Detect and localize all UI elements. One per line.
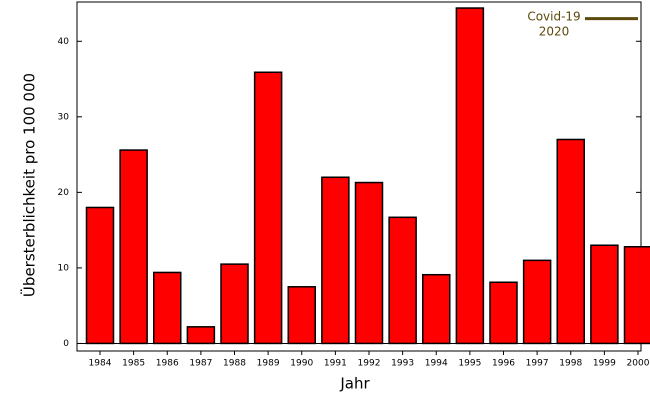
y-tick-label: 0: [63, 339, 69, 349]
x-tick-label: 1998: [559, 359, 582, 369]
bar: [422, 273, 451, 345]
bar: [556, 138, 585, 345]
bar: [220, 263, 249, 345]
bar: [85, 206, 115, 345]
y-tick-label: 10: [58, 263, 70, 273]
x-tick-label: 1999: [593, 359, 616, 369]
y-axis-title: Übersterblichkeit pro 100 000: [20, 73, 39, 297]
x-tick-label: 1989: [257, 359, 280, 369]
bar: [186, 326, 216, 345]
bar: [119, 149, 148, 345]
x-tick-label: 1995: [458, 359, 481, 369]
plot-frame: [76, 1, 642, 352]
x-tick-label: 2000: [627, 359, 650, 369]
x-tick-label: 1994: [425, 359, 448, 369]
bar: [388, 216, 417, 345]
reference-label: 2020: [539, 25, 570, 39]
x-tick-label: 1988: [223, 359, 246, 369]
reference-label: Covid-19: [527, 10, 580, 24]
bar: [455, 7, 485, 345]
bar: [623, 246, 650, 345]
x-tick-label: 1990: [290, 359, 313, 369]
bar: [489, 281, 518, 345]
x-tick-label: 1985: [122, 359, 145, 369]
bar: [590, 244, 619, 345]
x-tick-label: 1996: [492, 359, 515, 369]
y-tick-label: 30: [58, 112, 70, 122]
x-tick-label: 1991: [324, 359, 347, 369]
bar: [354, 181, 384, 345]
x-axis-title: Jahr: [339, 375, 370, 393]
x-tick-label: 1993: [391, 359, 414, 369]
x-tick-label: 1992: [358, 359, 381, 369]
bar: [253, 71, 283, 345]
x-tick-label: 1984: [89, 359, 112, 369]
x-tick-label: 1986: [156, 359, 179, 369]
y-tick-label: 40: [58, 37, 70, 47]
x-tick-label: 1987: [189, 359, 212, 369]
y-tick-label: 20: [58, 188, 70, 198]
bar: [287, 286, 316, 345]
bar: [153, 271, 182, 345]
bar: [321, 176, 350, 345]
bar: [522, 259, 552, 345]
x-tick-label: 1997: [526, 359, 549, 369]
